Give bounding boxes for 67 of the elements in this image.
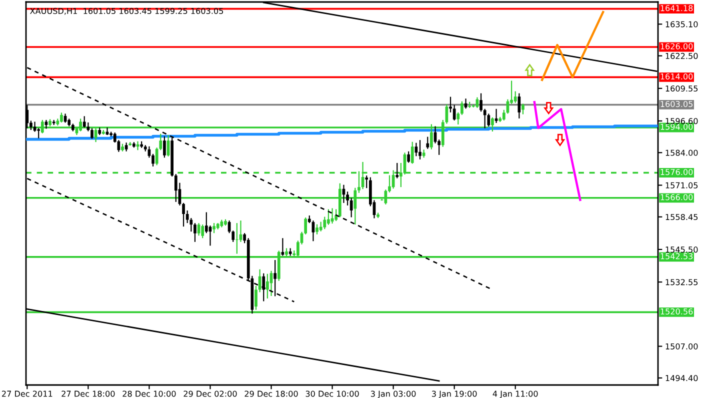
candlestick [235,222,238,254]
y-tick-label: 1609.55 [666,85,698,92]
candlestick [60,112,63,124]
candlestick [319,221,322,232]
candlestick [82,116,86,128]
y-tick-label: 1494.40 [666,375,698,382]
text: XAUUSD,H1 1601.05 1603.45 1599.25 1603.05 [30,8,224,15]
y-tick-label: 1532.55 [666,279,698,286]
candlestick [33,121,36,132]
x-tick-label: 4 Jan 11:00 [492,390,538,398]
y-tick-label: 1596.60 [666,118,698,124]
candlestick [274,259,276,297]
ref-line-label: 1626.00 [660,43,693,50]
candlestick [460,100,464,116]
y-tick-label: 1545.50 [666,246,698,253]
candlestick [212,222,216,234]
candlestick [90,128,94,140]
x-tick-label: 27 Dec 18:00 [62,390,115,397]
candlestick [163,136,166,158]
candlestick [514,90,517,104]
ref-line-label: 1594.00 [660,124,693,130]
candlestick [334,208,338,222]
ref-line-label: 1614.00 [660,73,693,80]
candlestick [266,273,269,300]
x-tick-label: 29 Dec 18:00 [244,390,298,397]
ref-line-label: 1603.05 [660,100,693,108]
x-tick-label: 29 Dec 02:00 [184,390,237,397]
candlestick [522,103,524,115]
candlestick [396,162,399,179]
candlestick [323,216,326,230]
candlestick [350,197,353,218]
candlestick [518,92,521,119]
candlestick [487,113,490,128]
y-tick-label: 1571.05 [666,182,698,188]
y-tick-label: 1558.45 [666,214,698,220]
candlestick [480,92,482,112]
candlestick [449,96,452,113]
candlestick [452,104,456,121]
candlestick [365,174,368,189]
y-tick-label: 1635.10 [666,21,698,28]
candlestick [407,150,410,164]
y-tick-label: 1584.00 [666,150,698,156]
x-tick-label: 30 Dec 10:00 [306,390,359,397]
ref-line-label: 1641.18 [660,5,693,12]
ref-line-label: 1520.56 [660,308,693,315]
x-tick-label: 3 Jan 03:00 [370,390,416,398]
candlestick [418,140,422,160]
y-tick-label: 1507.00 [666,343,698,350]
y-tick-label: 1622.50 [666,52,698,59]
candlestick [316,224,318,235]
candlestick [410,141,414,164]
candlestick [456,112,460,126]
candlestick [426,136,430,150]
ref-line-label: 1576.00 [660,168,693,176]
x-tick-label: 28 Dec 10:00 [122,390,176,397]
candlestick [327,208,330,226]
candlestick [201,224,204,239]
x-tick-label: 3 Jan 19:00 [432,390,477,398]
line-series [540,10,604,82]
candlestick [174,173,178,202]
candlestick [37,128,40,139]
candlestick [483,108,486,129]
candlestick [194,222,196,242]
ref-line-label: 1566.00 [660,194,693,200]
line-series [533,100,582,202]
ref-line-label: 1542.53 [660,253,693,260]
x-tick-label: 27 Dec 2011 [2,390,52,397]
